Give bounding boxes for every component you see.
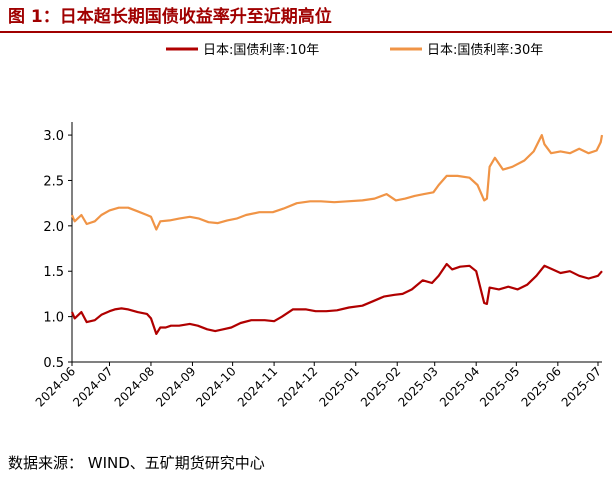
x-tick-label: 2025-02 — [358, 364, 403, 409]
series-line-1 — [70, 262, 603, 335]
y-tick-label: 1.0 — [43, 311, 64, 326]
x-tick-label: 2024-08 — [112, 364, 157, 409]
y-axis: 0.5 1.0 1.5 2.0 2.5 3.0 — [43, 122, 73, 371]
x-tick-label: 2024-09 — [153, 364, 198, 409]
y-tick-label: 3.0 — [43, 129, 64, 144]
x-tick-label: 2024-10 — [193, 364, 238, 409]
y-tick-label: 0.5 — [43, 356, 64, 371]
x-tick-label: 2024-12 — [275, 364, 320, 409]
y-tick-label: 2.5 — [43, 174, 64, 189]
legend-label-2: 日本:国债利率:30年 — [427, 42, 543, 58]
chart-legend: 日本:国债利率:10年 日本:国债利率:30年 — [166, 42, 543, 58]
x-tick-label: 2025-06 — [519, 364, 564, 409]
source-note: 数据来源： WIND、五矿期货研究中心 — [8, 454, 265, 472]
x-tick-label: 2025-04 — [437, 364, 482, 409]
title-rule — [0, 31, 612, 33]
legend-label-1: 日本:国债利率:10年 — [203, 42, 319, 58]
y-tick-label: 1.5 — [43, 265, 64, 280]
series-line-2 — [70, 134, 604, 231]
x-tick-label: 2025-05 — [477, 364, 522, 409]
figure-title: 图 1：日本超长期国债收益率升至近期高位 — [8, 7, 332, 27]
plot-area — [70, 134, 604, 335]
line-chart: 日本:国债利率:10年 日本:国债利率:30年 0.5 1.0 1.5 2.0 2.5 3.… — [33, 42, 604, 410]
x-tick-label: 2025-03 — [395, 364, 440, 409]
x-tick-label: 2025-07 — [559, 364, 604, 409]
x-axis: 2024-062024-072024-082024-092024-102024-… — [33, 361, 604, 410]
x-tick-label: 2024-07 — [70, 364, 115, 409]
x-tick-label: 2025-01 — [317, 364, 362, 409]
x-tick-label: 2024-11 — [235, 364, 280, 409]
y-tick-label: 2.0 — [43, 220, 64, 235]
x-tick-label: 2024-06 — [33, 364, 78, 409]
